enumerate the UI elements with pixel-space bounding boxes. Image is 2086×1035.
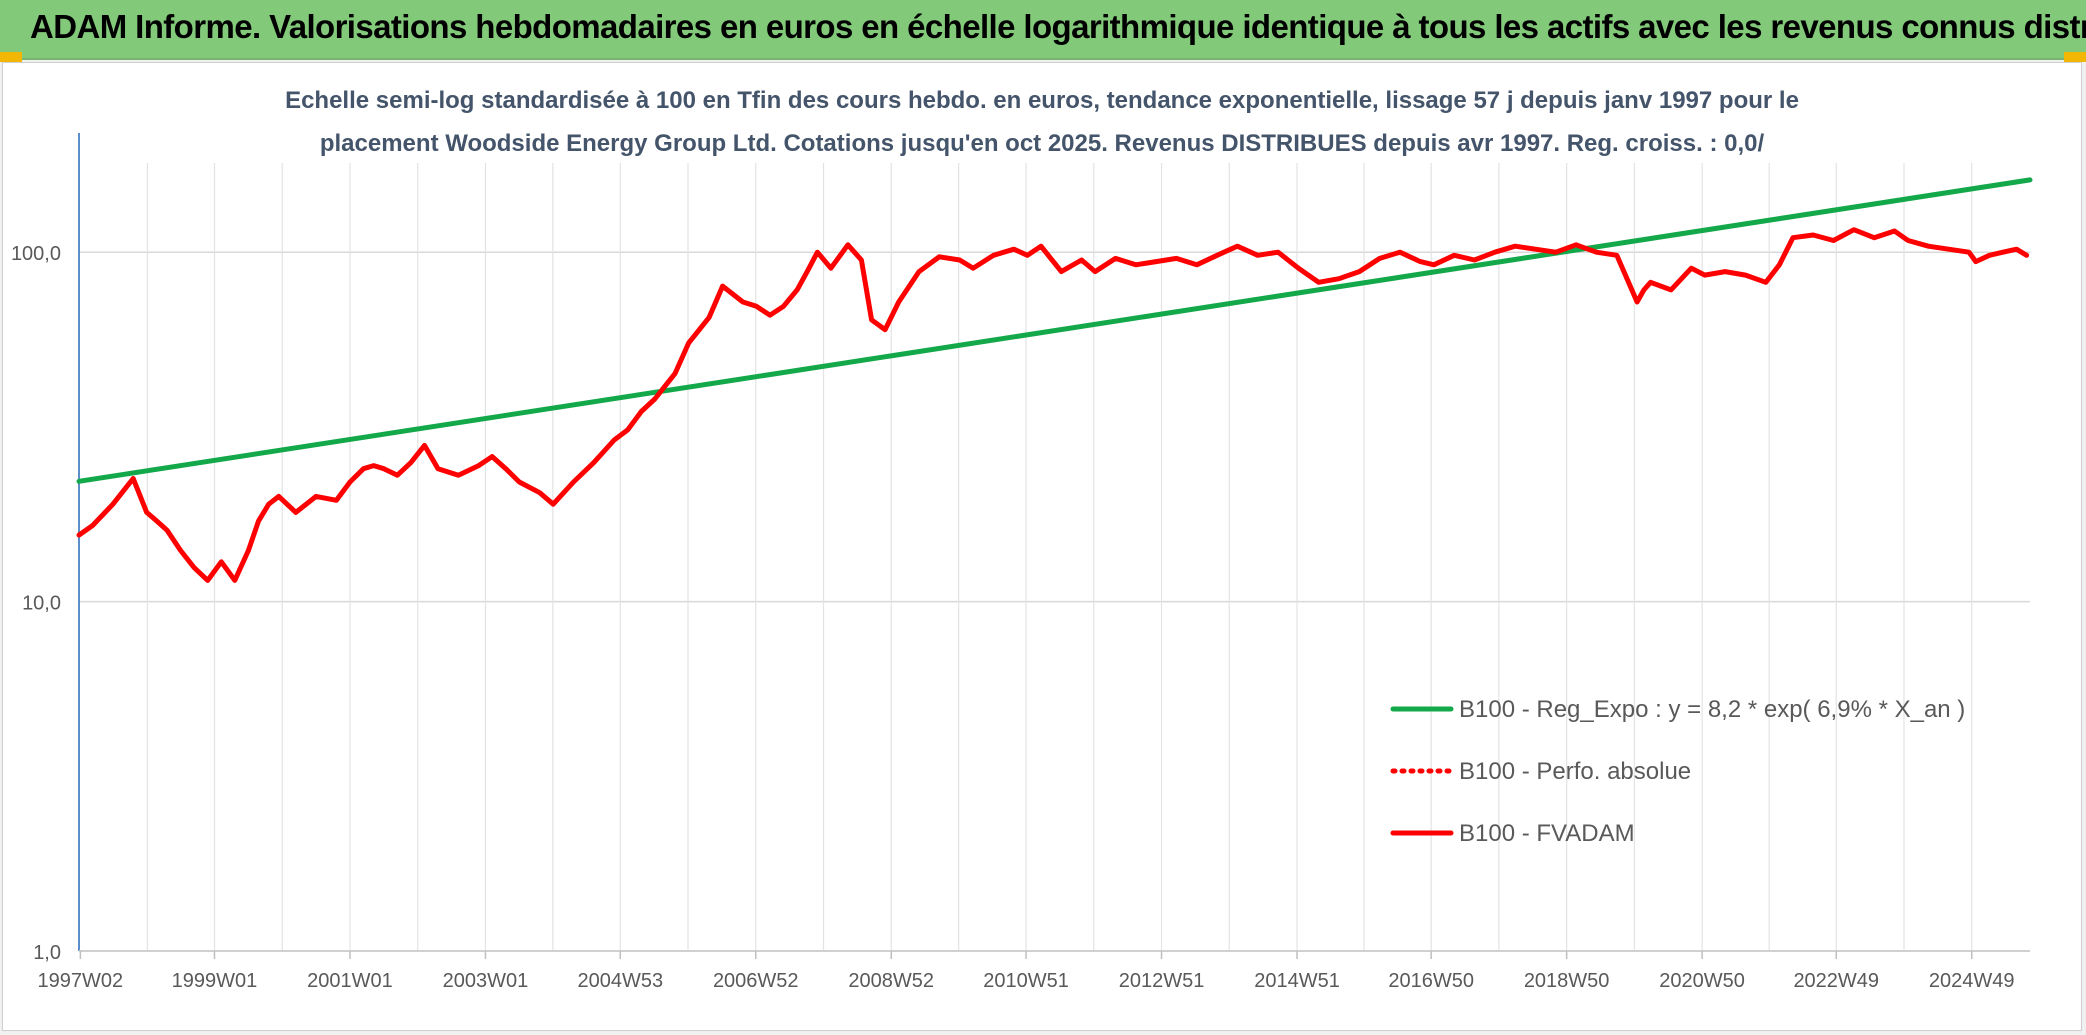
x-tick-label: 2001W01 bbox=[307, 970, 393, 992]
series-line bbox=[76, 177, 2033, 484]
chart-panel: 100,0 10,0 1,0 1997W02 1999W01 2001W01 2003W0… bbox=[2, 62, 2082, 1031]
x-tick-label: 1997W02 bbox=[38, 970, 124, 992]
report-header: ADAM Informe. Valorisations hebdomadaire… bbox=[0, 0, 2086, 60]
legend-label: B100 - FVADAM bbox=[1459, 820, 1635, 847]
y-tick-label: 1,0 bbox=[33, 942, 61, 964]
chart-svg: 100,0 10,0 1,0 1997W02 1999W01 2001W01 2003W0… bbox=[11, 87, 2033, 992]
x-tick-label: 2010W51 bbox=[983, 970, 1069, 992]
x-tick-labels: 1997W02 1999W01 2001W01 2003W01 2004W53 2006W… bbox=[38, 951, 2015, 992]
report-title: ADAM Informe. Valorisations hebdomadaire… bbox=[30, 8, 2086, 45]
x-tick-label: 1999W01 bbox=[172, 970, 258, 992]
x-tick-label: 2004W53 bbox=[577, 970, 663, 992]
x-tick-label: 2008W52 bbox=[848, 970, 934, 992]
legend-label: B100 - Reg_Expo : y = 8,2 * exp( 6,9% * … bbox=[1459, 696, 1965, 723]
x-tick-label: 2012W51 bbox=[1119, 970, 1205, 992]
series-lines bbox=[76, 177, 2033, 583]
x-tick-label: 2016W50 bbox=[1388, 970, 1474, 992]
x-tick-label: 2018W50 bbox=[1524, 970, 1610, 992]
legend-label: B100 - Perfo. absolue bbox=[1459, 758, 1691, 785]
x-tick-label: 2003W01 bbox=[443, 970, 529, 992]
chart-title-line-1: Echelle semi-log standardisée à 100 en T… bbox=[285, 87, 1799, 114]
gridlines bbox=[79, 163, 2030, 952]
x-tick-label: 2006W52 bbox=[713, 970, 799, 992]
chart-title-line-2: placement Woodside Energy Group Ltd. Cot… bbox=[320, 130, 1765, 157]
series-line bbox=[76, 227, 2030, 583]
legend: B100 - Reg_Expo : y = 8,2 * exp( 6,9% * … bbox=[1390, 696, 1965, 847]
y-tick-label: 100,0 bbox=[11, 243, 61, 265]
x-tick-label: 2024W49 bbox=[1929, 970, 2015, 992]
y-tick-label: 10,0 bbox=[22, 593, 61, 615]
x-tick-label: 2014W51 bbox=[1254, 970, 1340, 992]
x-tick-label: 2020W50 bbox=[1659, 970, 1745, 992]
y-tick-labels: 100,0 10,0 1,0 bbox=[11, 243, 61, 964]
corner-mark-right bbox=[2064, 52, 2086, 62]
x-tick-label: 2022W49 bbox=[1793, 970, 1879, 992]
corner-mark-left bbox=[0, 52, 22, 62]
